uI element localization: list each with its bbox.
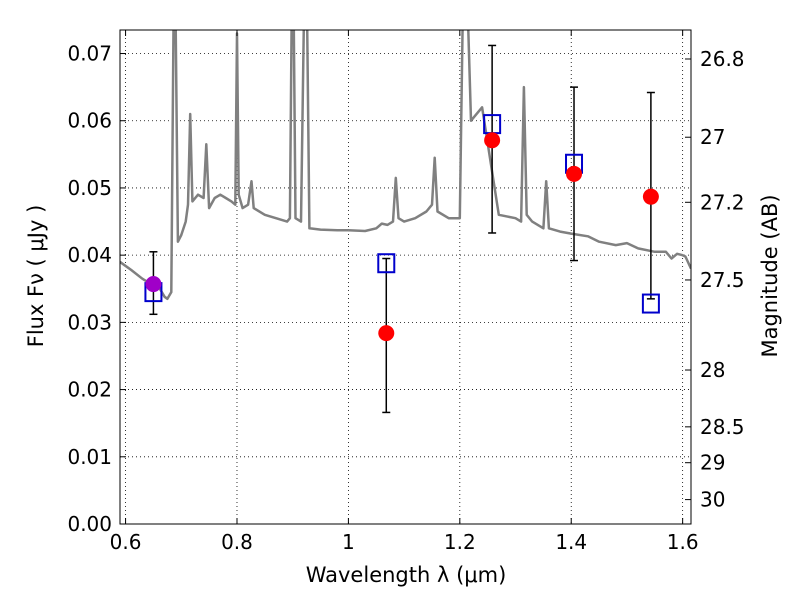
- y-tick-label: 0.06: [67, 109, 112, 133]
- y2-tick-label: 27.5: [700, 268, 745, 292]
- observed-point: [145, 276, 162, 293]
- y2-tick-label: 30: [700, 488, 725, 512]
- observed-points: [145, 132, 659, 342]
- y-tick-label: 0.00: [67, 512, 112, 536]
- y2-tick-label: 27: [700, 125, 725, 149]
- x-tick-label: 0.6: [110, 530, 142, 554]
- plot-frame: [119, 29, 692, 525]
- y2-tick-label: 27.2: [700, 190, 745, 214]
- y2-axis-label: Magnitude (AB): [758, 194, 782, 357]
- observed-point: [642, 188, 659, 205]
- x-axis-ticks: 0.6 0.8 1 1.2 1.4 1.6: [110, 30, 699, 554]
- y-tick-label: 0.02: [67, 378, 112, 402]
- y2-tick-label: 26.8: [700, 47, 745, 71]
- y-tick-label: 0.03: [67, 310, 112, 334]
- observed-point: [484, 132, 501, 149]
- x-tick-label: 1.6: [667, 530, 699, 554]
- x-axis-label: Wavelength λ (μm): [306, 563, 507, 587]
- y-tick-label: 0.07: [67, 42, 112, 66]
- model-point: [377, 253, 396, 274]
- spectrum-line: [120, 30, 691, 301]
- y-tick-label: 0.05: [67, 176, 112, 200]
- y-axis-ticks: 0.00 0.01 0.02 0.03 0.04 0.05 0.06 0.07: [67, 42, 126, 536]
- error-bars: [149, 44, 655, 414]
- y2-tick-label: 28.5: [700, 415, 745, 439]
- spectrum-series: [120, 30, 691, 301]
- x-tick-label: 1.2: [444, 530, 476, 554]
- model-point: [641, 293, 660, 314]
- observed-point: [378, 325, 395, 342]
- grid-lines: [120, 30, 691, 525]
- y-axis-label: Flux Fν ( μJy ): [24, 205, 48, 348]
- y2-axis-ticks: 26.8 27 27.2 27.5 28 28.5 29 30: [685, 47, 745, 512]
- x-tick-label: 1.4: [555, 530, 587, 554]
- y-tick-label: 0.01: [67, 445, 112, 469]
- y2-tick-label: 28: [700, 358, 725, 382]
- observed-point: [566, 165, 583, 182]
- x-tick-label: 1: [342, 530, 355, 554]
- y2-tick-label: 29: [700, 451, 725, 475]
- x-tick-label: 0.8: [221, 530, 253, 554]
- y-tick-label: 0.04: [67, 243, 112, 267]
- model-points: [144, 114, 660, 314]
